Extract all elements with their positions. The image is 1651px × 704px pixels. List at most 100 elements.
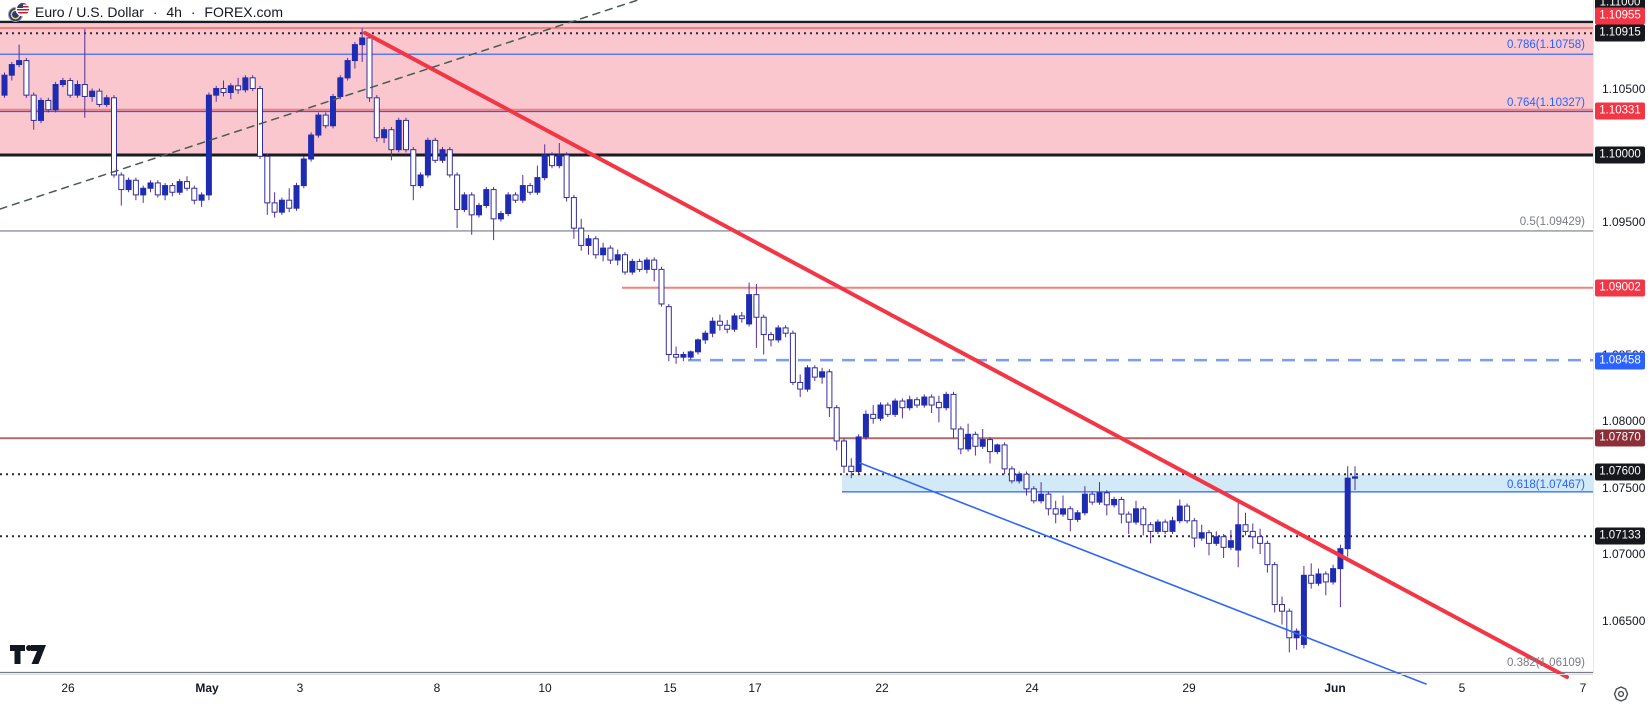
upper-resistance-zone[interactable] [0, 23, 1593, 156]
price-label-1.08458: 1.08458 [1595, 352, 1645, 370]
candle-down [1118, 498, 1125, 515]
candle-down [716, 320, 723, 326]
candle-up [687, 351, 694, 358]
candle-up [680, 354, 687, 358]
fib-618-support-zone[interactable] [842, 474, 1593, 492]
candle-up [395, 119, 402, 151]
candle-down [833, 407, 840, 442]
candle-up [943, 393, 950, 409]
candle-down [432, 139, 439, 161]
time-axis-tick-8: 8 [433, 681, 441, 695]
candle-up [293, 185, 300, 209]
candle-up [1198, 532, 1205, 539]
candle-up [1096, 492, 1103, 503]
price-axis-tick: 1.08000 [1602, 414, 1646, 428]
candle-down [271, 202, 278, 213]
descending-resistance-trendline[interactable] [363, 31, 1569, 679]
symbol-title[interactable]: Euro / U.S. Dollar · 4h · FOREX.com [35, 4, 283, 20]
candle-down [23, 60, 30, 96]
time-axis-tick-3: 3 [296, 681, 304, 695]
time-axis-divider[interactable] [0, 674, 1593, 675]
candle-down [987, 439, 993, 453]
price-axis-tick: 1.10500 [1602, 81, 1646, 96]
candle-up [862, 413, 869, 438]
fib-level-label: 0.382(1.06109) [1506, 657, 1585, 669]
candle-up [417, 174, 424, 187]
candle-up [330, 95, 336, 127]
price-axis-divider[interactable] [1593, 0, 1594, 673]
candle-down [67, 80, 74, 96]
ascending-dashed-trendline[interactable] [0, 0, 639, 210]
candle-down [957, 428, 964, 450]
candle-down [490, 189, 497, 220]
candle-down [607, 247, 614, 261]
candle-up [629, 260, 636, 273]
candle-up [819, 371, 826, 378]
candle-up [702, 332, 709, 341]
candle-down [366, 37, 373, 99]
time-axis-tick-Jun: Jun [1324, 681, 1346, 695]
candle-down [111, 97, 117, 176]
candle-down [950, 393, 957, 430]
settings-gear-icon[interactable] [1612, 685, 1630, 703]
candle-down [658, 268, 665, 305]
candle-down [1089, 493, 1096, 503]
candle-down [1206, 532, 1212, 544]
candle-down [468, 194, 475, 216]
candle-down [570, 197, 577, 229]
candle-up [89, 90, 96, 97]
candle-down [1140, 508, 1147, 526]
candle-up [308, 134, 315, 160]
candle-down [322, 114, 329, 127]
candle-up [381, 129, 388, 139]
candle-down [636, 260, 643, 270]
price-label-1.07870: 1.07870 [1595, 429, 1645, 447]
candle-down [914, 399, 920, 406]
candle-up [1111, 498, 1118, 506]
symbol-name: Euro / U.S. Dollar [35, 4, 144, 20]
candle-down [410, 149, 417, 187]
candle-up [278, 199, 285, 213]
candle-up [1060, 508, 1066, 515]
candle-down [870, 413, 877, 419]
candle-up [8, 64, 15, 76]
tradingview-logo[interactable] [10, 645, 46, 665]
candle-down [782, 327, 789, 334]
candle-down [797, 381, 804, 390]
descending-support-trendline[interactable] [859, 462, 1427, 685]
candle-down [286, 199, 293, 209]
candle-down [899, 400, 906, 409]
candle-up [695, 339, 701, 353]
candle-down [184, 181, 190, 189]
candle-down [1008, 468, 1015, 482]
time-axis-tick-26: 26 [61, 681, 75, 695]
candle-down [81, 84, 88, 97]
candle-down [1125, 513, 1132, 523]
candle-down [1264, 542, 1271, 566]
time-axis-tick-17: 17 [748, 681, 762, 695]
candle-up [906, 399, 913, 409]
candle-down [403, 119, 409, 151]
candle-down [1052, 508, 1059, 515]
candle-down [1257, 536, 1264, 544]
candle-up [315, 114, 322, 136]
candle-down [154, 182, 161, 196]
time-axis-tick-May: May [195, 681, 219, 695]
candle-up [877, 404, 884, 419]
candle-down [1184, 505, 1191, 522]
price-axis-tick: 1.06500 [1602, 613, 1646, 628]
price-label-1.10000: 1.10000 [1595, 146, 1645, 164]
candle-down [811, 367, 818, 378]
symbol-title-bar[interactable]: Euro / U.S. Dollar · 4h · FOREX.com [8, 2, 283, 22]
candle-down [622, 254, 628, 273]
candle-up [74, 84, 81, 96]
candle-down [789, 332, 796, 383]
candle-down [169, 185, 176, 193]
candle-down [972, 433, 979, 447]
candle-up [804, 367, 811, 390]
candle-down [738, 315, 745, 320]
candle-down [1023, 473, 1030, 490]
candle-up [439, 149, 446, 161]
